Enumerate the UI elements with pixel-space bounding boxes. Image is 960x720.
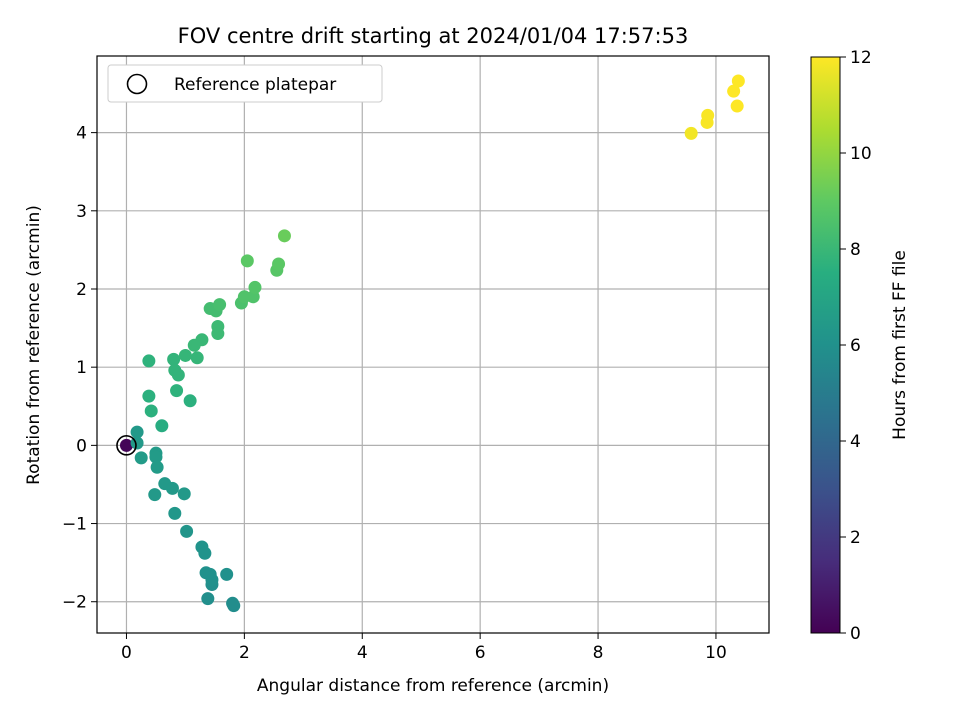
scatter-point [227,599,241,613]
colorbar-label: Hours from first FF file [890,250,910,440]
scatter-point [272,257,286,271]
scatter-point [177,487,191,501]
scatter-point [178,348,192,362]
scatter-point [155,419,169,433]
scatter-point [144,404,158,418]
scatter-point [148,488,162,502]
plot-area-frame [96,55,770,634]
legend-entry-reference: Reference platepar [174,75,336,95]
scatter-point [190,351,204,365]
x-tick-label: 10 [705,643,727,663]
scatter-point [220,567,234,581]
y-axis-label: Rotation from reference (arcmin) [24,205,44,485]
scatter-point [205,573,219,587]
scatter-point [165,481,179,495]
scatter-point [170,384,184,398]
y-tick-label: 1 [76,358,87,378]
x-tick-label: 8 [593,643,604,663]
scatter-point [731,74,745,88]
scatter-point [727,84,741,98]
y-tick-label: 3 [76,202,87,222]
scatter-point [198,546,212,560]
x-tick-label: 2 [239,643,250,663]
scatter-points [119,74,745,613]
x-tick-label: 4 [357,643,368,663]
y-tick-label: 0 [76,436,87,456]
reference-marker-layer [116,435,137,456]
scatter-point [240,254,254,268]
y-tick-label: 4 [76,124,87,144]
colorbar-tick-label: 10 [850,144,872,164]
colorbar-tick-label: 6 [850,336,861,356]
scatter-point [134,451,148,465]
colorbar-tick-label: 8 [850,240,861,260]
x-axis-label: Angular distance from reference (arcmin) [257,676,609,696]
y-tick-label: 2 [76,280,87,300]
scatter-point [130,425,144,439]
scatter-point [150,460,164,474]
y-axis-ticks: −2 −1 0 1 2 3 4 [62,124,97,613]
legend-box [107,64,383,103]
scatter-point [277,229,291,243]
scatter-point [684,126,698,140]
colorbar-tick-label: 12 [850,48,872,68]
x-tick-label: 6 [475,643,486,663]
x-axis-ticks: 0 2 4 6 8 10 [121,633,727,663]
scatter-point [183,394,197,408]
scatter-point [168,506,182,520]
scatter-point [142,389,156,403]
scatter-point [119,438,133,452]
scatter-point [167,352,181,366]
y-tick-label: −2 [62,593,87,613]
colorbar-tick-label: 0 [850,624,861,644]
grid-lines [97,56,769,633]
scatter-point [149,450,163,464]
scatter-point [213,298,227,312]
scatter-point [211,327,225,341]
scatter-point [201,592,215,606]
chart-title: FOV centre drift starting at 2024/01/04 … [178,24,689,48]
scatter-point [701,108,715,122]
scatter-point [142,354,156,368]
colorbar-tick-label: 2 [850,528,861,548]
scatter-point [171,368,185,382]
colorbar-tick-label: 4 [850,432,861,452]
legend-marker-icon [126,73,148,95]
scatter-point [730,99,744,113]
scatter-point [195,333,209,347]
colorbar-gradient [810,56,841,634]
colorbar-ticks: 0 2 4 6 8 10 12 [840,48,872,644]
scatter-point [180,524,194,538]
x-tick-label: 0 [121,643,132,663]
scatter-point [248,280,262,294]
y-tick-label: −1 [62,515,87,535]
colorbar: 0 2 4 6 8 10 12 Hours from first FF file [810,48,910,644]
legend: Reference platepar [107,64,383,103]
reference-platepar-marker [116,435,137,456]
